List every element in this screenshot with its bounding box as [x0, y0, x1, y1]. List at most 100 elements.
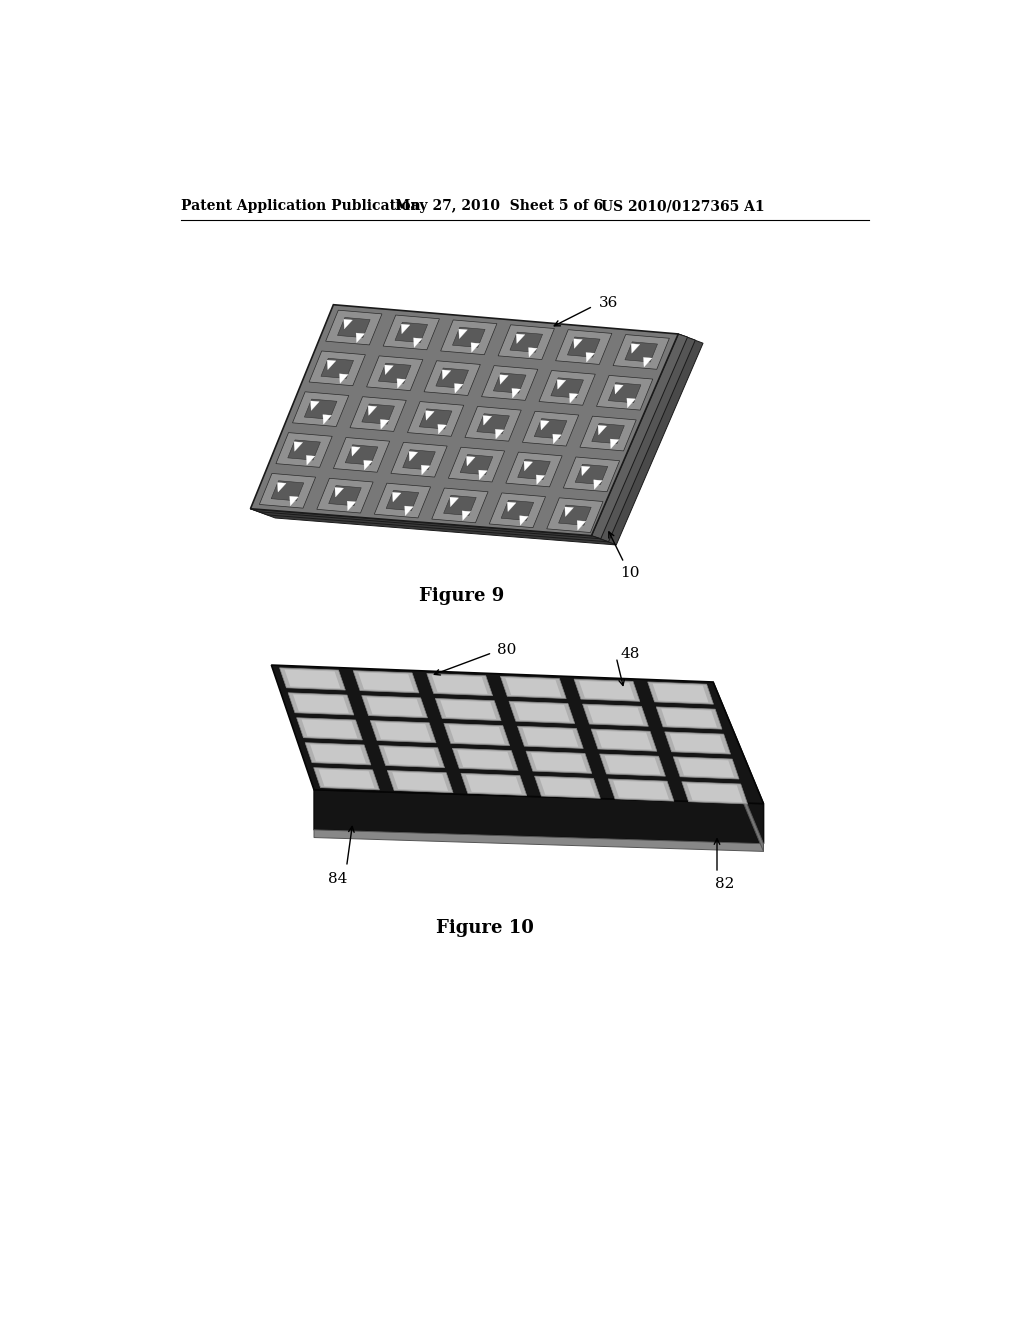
Polygon shape [592, 334, 695, 543]
Polygon shape [440, 319, 497, 355]
Text: 84: 84 [328, 873, 347, 886]
Polygon shape [541, 421, 549, 430]
Polygon shape [678, 759, 734, 777]
Polygon shape [391, 442, 447, 477]
Polygon shape [557, 380, 565, 389]
Polygon shape [674, 756, 739, 779]
Polygon shape [379, 363, 411, 383]
Polygon shape [271, 665, 764, 804]
Polygon shape [613, 334, 670, 370]
Polygon shape [539, 371, 595, 405]
Polygon shape [507, 502, 516, 512]
Polygon shape [614, 384, 624, 395]
Polygon shape [435, 698, 501, 721]
Polygon shape [670, 734, 726, 752]
Polygon shape [449, 447, 505, 482]
Polygon shape [387, 771, 453, 793]
Polygon shape [297, 718, 362, 741]
Polygon shape [656, 708, 722, 729]
Polygon shape [498, 325, 554, 359]
Polygon shape [408, 401, 464, 437]
Polygon shape [610, 440, 618, 449]
Polygon shape [314, 789, 764, 843]
Polygon shape [251, 508, 601, 539]
Polygon shape [323, 414, 332, 424]
Polygon shape [453, 327, 485, 347]
Polygon shape [340, 374, 348, 383]
Polygon shape [427, 673, 493, 696]
Polygon shape [383, 315, 439, 350]
Polygon shape [309, 351, 366, 385]
Polygon shape [518, 459, 550, 479]
Polygon shape [401, 325, 410, 334]
Polygon shape [442, 370, 451, 379]
Polygon shape [535, 776, 600, 799]
Polygon shape [380, 420, 389, 429]
Polygon shape [537, 475, 545, 484]
Polygon shape [432, 488, 488, 523]
Polygon shape [438, 425, 446, 434]
Polygon shape [556, 330, 612, 364]
Polygon shape [569, 393, 578, 403]
Polygon shape [471, 343, 479, 352]
Polygon shape [597, 375, 652, 411]
Polygon shape [368, 405, 377, 416]
Polygon shape [506, 453, 562, 487]
Polygon shape [517, 726, 584, 748]
Polygon shape [305, 743, 371, 764]
Polygon shape [455, 384, 463, 393]
Polygon shape [453, 748, 518, 771]
Polygon shape [604, 755, 660, 775]
Polygon shape [551, 378, 584, 397]
Polygon shape [512, 388, 520, 399]
Polygon shape [465, 407, 521, 441]
Polygon shape [594, 480, 602, 490]
Polygon shape [318, 770, 375, 788]
Polygon shape [440, 700, 497, 719]
Polygon shape [466, 775, 522, 793]
Polygon shape [290, 496, 298, 506]
Polygon shape [494, 374, 526, 393]
Polygon shape [461, 774, 526, 796]
Polygon shape [526, 751, 592, 774]
Polygon shape [522, 727, 579, 747]
Polygon shape [358, 672, 414, 692]
Polygon shape [588, 706, 643, 725]
Polygon shape [519, 516, 528, 525]
Polygon shape [353, 671, 419, 693]
Polygon shape [280, 668, 345, 690]
Text: 10: 10 [621, 566, 640, 579]
Polygon shape [598, 425, 606, 434]
Polygon shape [367, 356, 423, 391]
Polygon shape [531, 752, 587, 772]
Polygon shape [302, 719, 357, 738]
Polygon shape [582, 466, 590, 475]
Polygon shape [528, 347, 538, 358]
Polygon shape [510, 333, 543, 352]
Polygon shape [392, 772, 449, 791]
Polygon shape [328, 360, 336, 370]
Polygon shape [326, 310, 382, 345]
Polygon shape [285, 669, 340, 689]
Polygon shape [579, 681, 635, 700]
Polygon shape [522, 412, 579, 446]
Polygon shape [449, 725, 505, 744]
Polygon shape [535, 418, 567, 438]
Polygon shape [345, 445, 378, 465]
Polygon shape [306, 455, 315, 465]
Polygon shape [575, 465, 608, 484]
Polygon shape [386, 491, 419, 511]
Polygon shape [436, 368, 469, 388]
Polygon shape [547, 498, 603, 532]
Polygon shape [395, 322, 428, 342]
Polygon shape [335, 487, 344, 496]
Polygon shape [558, 506, 591, 525]
Polygon shape [443, 723, 510, 746]
Polygon shape [489, 492, 546, 528]
Polygon shape [361, 696, 427, 718]
Polygon shape [294, 442, 303, 451]
Polygon shape [586, 352, 595, 362]
Polygon shape [426, 411, 434, 420]
Polygon shape [483, 416, 492, 425]
Polygon shape [665, 731, 730, 754]
